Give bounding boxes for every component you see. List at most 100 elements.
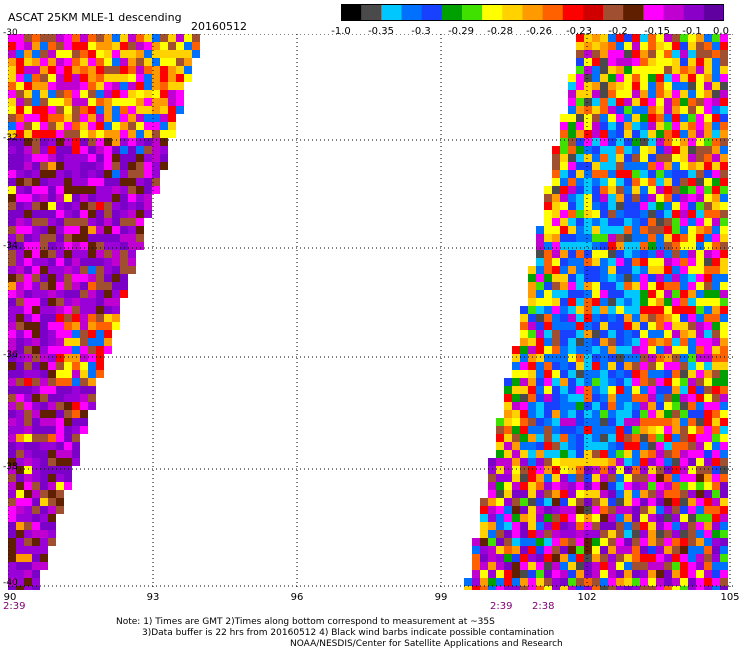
swath-cell <box>120 162 128 170</box>
swath-cell <box>712 202 720 210</box>
swath-cell <box>712 450 720 458</box>
swath-cell <box>624 242 632 250</box>
swath-cell <box>144 58 152 66</box>
swath-cell <box>712 530 720 538</box>
swath-cell <box>616 274 624 282</box>
swath-cell <box>544 458 552 466</box>
swath-cell <box>512 418 520 426</box>
swath-cell <box>632 418 640 426</box>
swath-cell <box>128 210 136 218</box>
swath-cell <box>592 450 600 458</box>
swath-cell <box>112 250 120 258</box>
swath-cell <box>536 522 544 530</box>
swath-cell <box>48 538 56 546</box>
swath-cell <box>104 186 112 194</box>
swath-cell <box>584 82 592 90</box>
swath-cell <box>8 346 16 354</box>
swath-cell <box>648 250 656 258</box>
swath-cell <box>704 186 712 194</box>
swath-cell <box>480 578 488 586</box>
swath-cell <box>504 578 512 586</box>
swath-cell <box>552 538 560 546</box>
swath-cell <box>104 210 112 218</box>
swath-cell <box>16 394 24 402</box>
swath-cell <box>96 362 104 370</box>
swath-cell <box>632 226 640 234</box>
swath-cell <box>136 162 144 170</box>
swath-cell <box>56 290 64 298</box>
swath-cell <box>56 378 64 386</box>
swath-cell <box>576 98 584 106</box>
swath-cell <box>672 538 680 546</box>
swath-cell <box>696 322 704 330</box>
swath-cell <box>40 458 48 466</box>
swath-cell <box>616 34 624 42</box>
swath-cell <box>496 546 504 554</box>
swath-cell <box>16 354 24 362</box>
swath-cell <box>40 50 48 58</box>
swath-cell <box>688 498 696 506</box>
swath-cell <box>184 42 192 50</box>
swath-cell <box>616 538 624 546</box>
swath-cell <box>536 362 544 370</box>
swath-cell <box>704 474 712 482</box>
swath-cell <box>616 370 624 378</box>
colorbar-swatch <box>562 4 584 21</box>
swath-cell <box>584 538 592 546</box>
swath-cell <box>168 34 176 42</box>
swath-cell <box>672 82 680 90</box>
swath-cell <box>32 362 40 370</box>
swath-cell <box>40 442 48 450</box>
swath-cell <box>600 282 608 290</box>
swath-cell <box>704 546 712 554</box>
swath-cell <box>632 346 640 354</box>
swath-cell <box>80 218 88 226</box>
swath-cell <box>568 154 576 162</box>
swath-cell <box>40 250 48 258</box>
swath-cell <box>48 266 56 274</box>
swath-cell <box>112 122 120 130</box>
swath-cell <box>96 322 104 330</box>
swath-cell <box>656 258 664 266</box>
swath-cell <box>616 170 624 178</box>
swath-cell <box>688 274 696 282</box>
swath-cell <box>632 274 640 282</box>
swath-cell <box>600 434 608 442</box>
swath-cell <box>16 282 24 290</box>
swath-cell <box>8 546 16 554</box>
swath-cell <box>512 394 520 402</box>
swath-cell <box>624 162 632 170</box>
swath-cell <box>656 186 664 194</box>
swath-cell <box>128 90 136 98</box>
swath-cell <box>720 410 728 418</box>
swath-cell <box>88 226 96 234</box>
swath-cell <box>512 522 520 530</box>
swath-cell <box>712 322 720 330</box>
swath-cell <box>168 122 176 130</box>
swath-cell <box>80 114 88 122</box>
swath-cell <box>648 74 656 82</box>
swath-cell <box>520 402 528 410</box>
swath-cell <box>24 394 32 402</box>
swath-cell <box>680 530 688 538</box>
swath-cell <box>560 490 568 498</box>
swath-cell <box>664 282 672 290</box>
swath-cell <box>632 290 640 298</box>
swath-cell <box>24 170 32 178</box>
swath-cell <box>560 170 568 178</box>
swath-cell <box>64 394 72 402</box>
swath-cell <box>96 210 104 218</box>
swath-cell <box>192 50 200 58</box>
swath-cell <box>536 386 544 394</box>
swath-cell <box>40 138 48 146</box>
swath-cell <box>552 346 560 354</box>
swath-cell <box>640 490 648 498</box>
swath-cell <box>584 322 592 330</box>
swath-cell <box>520 362 528 370</box>
swath-cell <box>656 194 664 202</box>
swath-cell <box>584 530 592 538</box>
swath-cell <box>96 82 104 90</box>
swath-cell <box>616 194 624 202</box>
swath-cell <box>136 194 144 202</box>
swath-cell <box>616 442 624 450</box>
